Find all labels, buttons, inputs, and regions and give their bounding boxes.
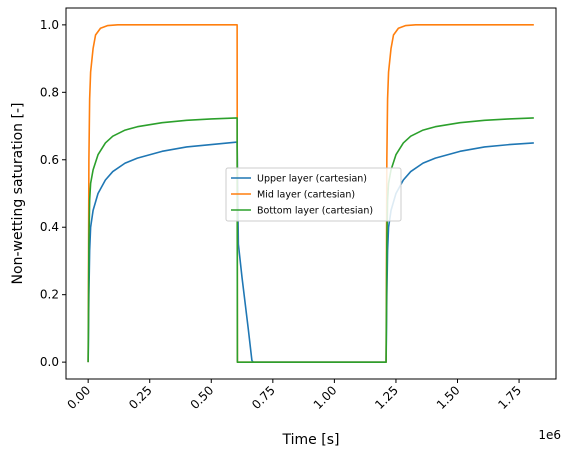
axes-frame <box>65 7 557 380</box>
legend-entry-label: Mid layer (cartesian) <box>257 190 355 201</box>
y-axis-label: Non-wetting saturation [-] <box>10 103 26 285</box>
y-tick-label: 0.8 <box>40 85 59 99</box>
legend-box <box>225 167 402 222</box>
y-tick-label: 0.2 <box>40 288 59 302</box>
x-axis-label: Time [s] <box>282 432 340 448</box>
y-tick-label: 0.0 <box>40 355 59 369</box>
x-axis-offset-label: 1e6 <box>538 428 561 442</box>
legend-entry-label: Bottom layer (cartesian) <box>257 206 373 217</box>
y-tick-label: 0.6 <box>40 153 59 167</box>
plot-area <box>87 24 534 363</box>
y-tick-label: 1.0 <box>40 18 59 32</box>
series-line-1 <box>87 141 534 363</box>
legend-entry-label: Upper layer (cartesian) <box>257 174 367 185</box>
legend: Upper layer (cartesian) Mid layer (cartes… <box>225 167 402 222</box>
series-line-3 <box>87 117 534 363</box>
y-tick-label: 0.4 <box>40 220 59 234</box>
